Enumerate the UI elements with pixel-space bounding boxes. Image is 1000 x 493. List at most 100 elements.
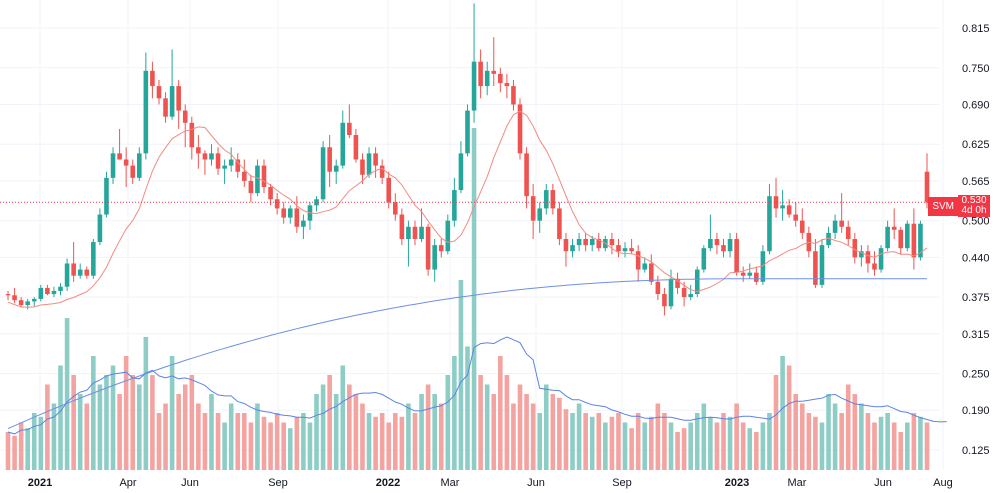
volume-bar (412, 413, 418, 470)
candle-body (281, 208, 286, 218)
candle-body (196, 147, 201, 154)
y-tick-label: 0.500 (962, 216, 990, 228)
volume-bar (859, 403, 864, 470)
volume-bar (924, 422, 930, 470)
candle-body (511, 86, 516, 105)
candle-body (228, 159, 234, 166)
y-tick-label: 0.750 (962, 63, 990, 75)
candle-body (51, 290, 57, 295)
candle-body (353, 135, 359, 160)
candle-body (642, 263, 648, 270)
candle-body (760, 251, 766, 282)
last-price-label: SVM 0.530 4d 0h (928, 195, 990, 218)
candle-body (445, 220, 451, 252)
candle-body (425, 226, 431, 270)
candle-body (123, 159, 129, 166)
volume-bar (58, 365, 63, 470)
candle-body (839, 220, 844, 227)
candle-body (537, 208, 543, 221)
candle-body (924, 171, 930, 203)
candle-body (832, 220, 838, 233)
volume-bar (117, 394, 122, 470)
volume-bar (406, 403, 411, 470)
x-tick-label: 2022 (376, 477, 400, 489)
volume-bar (379, 413, 385, 470)
volume-bar (458, 280, 464, 470)
candle-body (786, 205, 792, 215)
candle-body (242, 171, 247, 181)
volume-bar (484, 384, 490, 470)
volume-bar (110, 365, 116, 470)
candle-body (799, 220, 805, 233)
candle-body (458, 153, 464, 191)
candle-body (202, 153, 208, 160)
candle-body (655, 281, 661, 295)
volume-bar (813, 416, 818, 470)
volume-bar (386, 422, 392, 470)
volume-bar (45, 384, 50, 470)
x-tick-label: Jun (874, 477, 892, 489)
x-tick-label: Sep (268, 477, 288, 489)
volume-bar (97, 384, 103, 470)
candle-body (734, 239, 739, 273)
volume-bar (576, 403, 582, 470)
volume-bar (806, 413, 812, 470)
volume-bar (150, 375, 155, 470)
candle-body (215, 153, 221, 169)
candle-body (747, 272, 753, 276)
volume-bar (832, 403, 838, 470)
candle-body (872, 263, 877, 270)
volume-bar (655, 403, 661, 470)
candle-body (314, 199, 319, 206)
volume-bar (760, 422, 766, 470)
candle-body (793, 214, 799, 221)
candle-body (583, 239, 588, 246)
volume-bar (819, 422, 825, 470)
volume-bar (77, 394, 83, 470)
candle-body (360, 159, 365, 175)
x-tick-label: Apr (119, 477, 136, 489)
volume-bar (432, 394, 437, 470)
candle-body (97, 214, 103, 243)
candle-body (419, 226, 424, 239)
candle-body (176, 86, 181, 111)
x-tick-label: Sep (612, 477, 632, 489)
candle-body (91, 242, 96, 276)
volume-bar (143, 337, 149, 470)
volume-bar (714, 422, 720, 470)
volume-bar (826, 394, 831, 470)
volume-bar (773, 375, 779, 470)
x-tick-label: Mar (788, 477, 807, 489)
volume-bar (18, 422, 24, 470)
y-tick-label: 0.690 (962, 99, 990, 111)
candle-body (570, 245, 575, 252)
candle-body (255, 165, 260, 194)
candle-body (517, 104, 523, 154)
candle-body (596, 239, 602, 249)
candle-body (688, 294, 693, 298)
volume-bar (163, 403, 168, 470)
volume-bar (452, 356, 457, 470)
candle-body (438, 245, 444, 252)
volume-bar (767, 413, 772, 470)
volume-bar (71, 375, 76, 470)
volume-bar (182, 384, 188, 470)
candle-body (31, 298, 37, 302)
volume-bar (681, 428, 687, 470)
volume-bar (130, 375, 136, 470)
volume-bar (616, 413, 621, 470)
candle-body (156, 86, 162, 99)
candle-body (918, 223, 923, 258)
candle-body (878, 248, 884, 270)
candle-body (767, 196, 772, 252)
moving-averages (0, 110, 947, 435)
x-tick-label: Aug (933, 477, 953, 489)
volume-bar (517, 384, 523, 470)
candle-body (379, 165, 385, 178)
candle-body (268, 187, 273, 200)
volume-bar (589, 416, 595, 470)
candle-body (629, 248, 634, 252)
candle-body (373, 153, 378, 166)
candle-body (5, 294, 11, 296)
volume-bar (603, 422, 608, 470)
